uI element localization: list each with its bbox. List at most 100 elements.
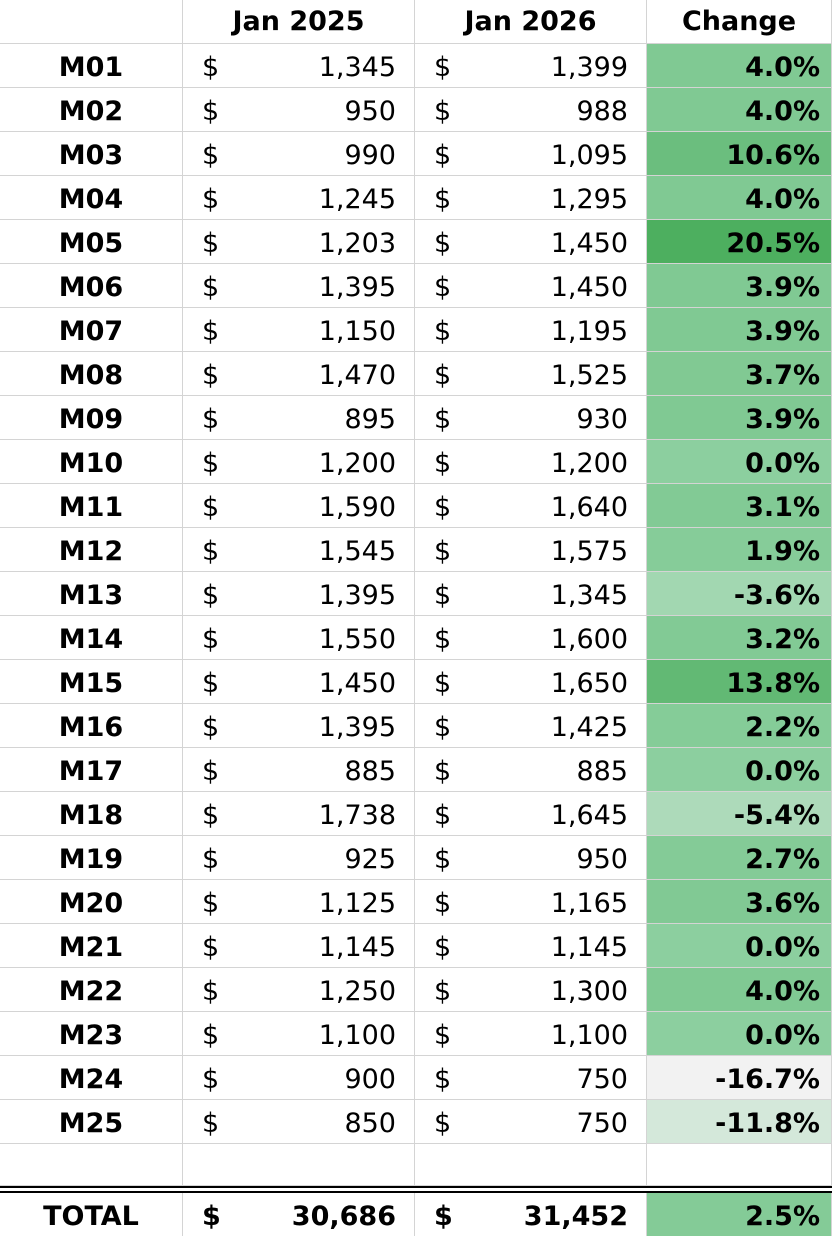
row-jan-2025[interactable]: $1,150 (183, 308, 415, 352)
row-name[interactable]: M04 (0, 176, 183, 220)
row-name[interactable]: M07 (0, 308, 183, 352)
row-jan-2026[interactable]: $750 (415, 1056, 647, 1100)
row-jan-2026[interactable]: $1,100 (415, 1012, 647, 1056)
row-change[interactable]: -5.4% (647, 792, 832, 836)
row-jan-2026[interactable]: $1,450 (415, 220, 647, 264)
row-jan-2025[interactable]: $1,125 (183, 880, 415, 924)
row-jan-2025[interactable]: $1,395 (183, 572, 415, 616)
row-name[interactable]: M16 (0, 704, 183, 748)
row-jan-2026[interactable]: $1,300 (415, 968, 647, 1012)
row-jan-2025[interactable]: $895 (183, 396, 415, 440)
row-jan-2026[interactable]: $885 (415, 748, 647, 792)
row-jan-2026[interactable]: $1,525 (415, 352, 647, 396)
row-jan-2026[interactable]: $1,165 (415, 880, 647, 924)
row-jan-2025[interactable]: $1,245 (183, 176, 415, 220)
row-change[interactable]: 10.6% (647, 132, 832, 176)
row-jan-2025[interactable]: $885 (183, 748, 415, 792)
row-jan-2025[interactable]: $850 (183, 1100, 415, 1144)
row-jan-2026[interactable]: $1,295 (415, 176, 647, 220)
row-jan-2025[interactable]: $1,100 (183, 1012, 415, 1056)
row-jan-2025[interactable]: $1,470 (183, 352, 415, 396)
row-jan-2026[interactable]: $1,195 (415, 308, 647, 352)
row-jan-2025[interactable]: $1,345 (183, 44, 415, 88)
row-name[interactable]: M11 (0, 484, 183, 528)
row-jan-2026[interactable]: $950 (415, 836, 647, 880)
header-change[interactable]: Change (647, 0, 832, 44)
total-jan-2025[interactable]: $ 30,686 (183, 1193, 415, 1236)
row-name[interactable]: M13 (0, 572, 183, 616)
row-jan-2026[interactable]: $1,645 (415, 792, 647, 836)
row-jan-2025[interactable]: $1,395 (183, 704, 415, 748)
row-change[interactable]: 0.0% (647, 440, 832, 484)
row-jan-2025[interactable]: $1,395 (183, 264, 415, 308)
row-jan-2026[interactable]: $930 (415, 396, 647, 440)
blank-cell[interactable] (183, 1144, 415, 1186)
row-name[interactable]: M01 (0, 44, 183, 88)
row-jan-2025[interactable]: $1,250 (183, 968, 415, 1012)
row-name[interactable]: M23 (0, 1012, 183, 1056)
row-name[interactable]: M09 (0, 396, 183, 440)
row-jan-2025[interactable]: $1,450 (183, 660, 415, 704)
blank-cell[interactable] (0, 1144, 183, 1186)
row-change[interactable]: 3.6% (647, 880, 832, 924)
row-name[interactable]: M20 (0, 880, 183, 924)
row-change[interactable]: 1.9% (647, 528, 832, 572)
row-change[interactable]: 20.5% (647, 220, 832, 264)
row-jan-2025[interactable]: $1,200 (183, 440, 415, 484)
blank-cell[interactable] (647, 1144, 832, 1186)
row-change[interactable]: -11.8% (647, 1100, 832, 1144)
row-jan-2026[interactable]: $1,145 (415, 924, 647, 968)
row-change[interactable]: 2.2% (647, 704, 832, 748)
row-change[interactable]: 2.7% (647, 836, 832, 880)
row-jan-2025[interactable]: $990 (183, 132, 415, 176)
row-change[interactable]: -16.7% (647, 1056, 832, 1100)
total-change[interactable]: 2.5% (647, 1193, 832, 1236)
row-name[interactable]: M15 (0, 660, 183, 704)
row-change[interactable]: 0.0% (647, 1012, 832, 1056)
row-name[interactable]: M19 (0, 836, 183, 880)
row-jan-2025[interactable]: $1,545 (183, 528, 415, 572)
row-name[interactable]: M08 (0, 352, 183, 396)
row-jan-2025[interactable]: $1,203 (183, 220, 415, 264)
row-jan-2026[interactable]: $1,650 (415, 660, 647, 704)
row-change[interactable]: 4.0% (647, 88, 832, 132)
row-name[interactable]: M03 (0, 132, 183, 176)
row-name[interactable]: M05 (0, 220, 183, 264)
row-change[interactable]: 4.0% (647, 44, 832, 88)
row-change[interactable]: 3.7% (647, 352, 832, 396)
row-change[interactable]: 0.0% (647, 924, 832, 968)
row-name[interactable]: M18 (0, 792, 183, 836)
row-change[interactable]: 3.9% (647, 264, 832, 308)
header-jan-2025[interactable]: Jan 2025 (183, 0, 415, 44)
row-name[interactable]: M17 (0, 748, 183, 792)
row-name[interactable]: M12 (0, 528, 183, 572)
row-name[interactable]: M24 (0, 1056, 183, 1100)
row-jan-2026[interactable]: $1,425 (415, 704, 647, 748)
row-jan-2025[interactable]: $1,738 (183, 792, 415, 836)
row-jan-2026[interactable]: $1,200 (415, 440, 647, 484)
row-change[interactable]: 13.8% (647, 660, 832, 704)
row-jan-2026[interactable]: $1,399 (415, 44, 647, 88)
row-jan-2025[interactable]: $900 (183, 1056, 415, 1100)
row-change[interactable]: -3.6% (647, 572, 832, 616)
row-name[interactable]: M14 (0, 616, 183, 660)
row-change[interactable]: 3.9% (647, 396, 832, 440)
row-name[interactable]: M02 (0, 88, 183, 132)
row-jan-2025[interactable]: $950 (183, 88, 415, 132)
row-name[interactable]: M22 (0, 968, 183, 1012)
row-jan-2025[interactable]: $1,590 (183, 484, 415, 528)
row-change[interactable]: 4.0% (647, 968, 832, 1012)
row-name[interactable]: M25 (0, 1100, 183, 1144)
row-change[interactable]: 3.2% (647, 616, 832, 660)
row-name[interactable]: M10 (0, 440, 183, 484)
row-jan-2026[interactable]: $1,575 (415, 528, 647, 572)
row-jan-2025[interactable]: $925 (183, 836, 415, 880)
row-jan-2025[interactable]: $1,145 (183, 924, 415, 968)
row-jan-2026[interactable]: $1,095 (415, 132, 647, 176)
total-label[interactable]: TOTAL (0, 1193, 183, 1236)
row-name[interactable]: M06 (0, 264, 183, 308)
header-name[interactable] (0, 0, 183, 44)
header-jan-2026[interactable]: Jan 2026 (415, 0, 647, 44)
row-jan-2026[interactable]: $1,600 (415, 616, 647, 660)
row-change[interactable]: 3.9% (647, 308, 832, 352)
